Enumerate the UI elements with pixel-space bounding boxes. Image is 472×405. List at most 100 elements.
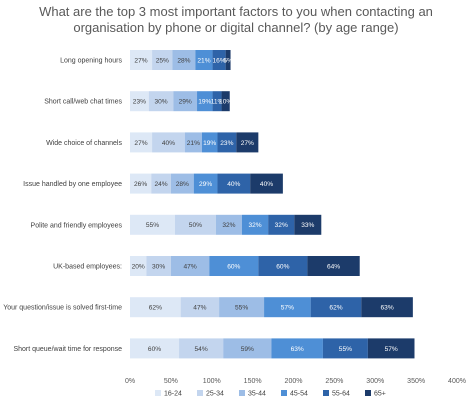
bar-segment-your-question-issue-is-solved-first-time-25-34 (180, 297, 220, 318)
data-label-wide-choice-of-channels-45-54: 19% (203, 140, 216, 147)
data-label-polite-and-friendly-employees-35-44: 32% (222, 222, 235, 229)
category-label-wide-choice-of-channels: Wide choice of channels (46, 140, 122, 147)
data-label-short-queue-wait-time-for-response-35-44: 59% (241, 346, 254, 353)
category-label-long-opening-hours: Long opening hours (60, 58, 122, 65)
legend-swatch-55-64 (323, 390, 329, 396)
bar-segment-long-opening-hours-65 (225, 50, 231, 70)
x-tick-label-0: 0% (125, 378, 135, 385)
bar-segment-short-call-web-chat-times-55-64 (212, 91, 222, 112)
data-label-polite-and-friendly-employees-25-34: 50% (189, 222, 202, 229)
category-label-issue-handled-by-one-employee: Issue handled by one employee (23, 181, 122, 188)
bar-segment-issue-handled-by-one-employee-35-44 (170, 173, 194, 194)
legend-label-65: 65+ (374, 391, 386, 398)
data-label-short-queue-wait-time-for-response-55-64: 55% (339, 346, 352, 353)
category-label-short-queue-wait-time-for-response: Short queue/wait time for response (13, 346, 122, 353)
bar-segment-issue-handled-by-one-employee-45-54 (193, 173, 218, 194)
bar-segment-uk-based-employees-16-24 (130, 256, 147, 276)
bar-segment-long-opening-hours-45-54 (195, 50, 213, 70)
data-label-issue-handled-by-one-employee-25-34: 24% (154, 181, 167, 188)
data-label-wide-choice-of-channels-55-64: 23% (220, 140, 233, 147)
data-label-issue-handled-by-one-employee-35-44: 28% (176, 181, 189, 188)
data-label-your-question-issue-is-solved-first-time-45-54: 57% (281, 305, 294, 312)
x-tick-label-100: 100% (203, 378, 221, 385)
data-label-issue-handled-by-one-employee-45-54: 29% (199, 181, 212, 188)
x-axis: 0% 50% 100% 150% 200% 250% 300% 350% 400% (125, 378, 466, 385)
x-tick-label-300: 300% (366, 378, 384, 385)
bar-segment-short-call-web-chat-times-45-54 (197, 91, 213, 112)
bar-segment-short-call-web-chat-times-16-24 (130, 91, 149, 112)
bar-segment-long-opening-hours-25-34 (152, 50, 173, 70)
bar-segment-long-opening-hours-16-24 (130, 50, 153, 70)
legend-label-55-64: 55-64 (332, 391, 350, 398)
legend-label-16-24: 16-24 (164, 391, 182, 398)
bar-segment-short-queue-wait-time-for-response-35-44 (223, 338, 272, 359)
bar-segment-polite-and-friendly-employees-55-64 (268, 214, 295, 235)
data-label-short-call-web-chat-times-55-64: 11% (211, 99, 224, 106)
data-label-your-question-issue-is-solved-first-time-35-44: 55% (235, 305, 248, 312)
bar-segment-uk-based-employees-35-44 (170, 256, 210, 276)
data-label-short-queue-wait-time-for-response-16-24: 60% (148, 346, 161, 353)
bar-segment-short-call-web-chat-times-35-44 (173, 91, 198, 112)
x-tick-label-350: 350% (407, 378, 425, 385)
data-label-short-call-web-chat-times-16-24: 23% (133, 99, 146, 106)
legend-swatch-45-54 (281, 390, 287, 396)
x-tick-label-250: 250% (325, 378, 343, 385)
data-label-long-opening-hours-55-64: 16% (213, 57, 226, 64)
data-label-short-queue-wait-time-for-response-65: 57% (385, 346, 398, 353)
chart-title-line-1: What are the top 3 most important factor… (39, 4, 433, 19)
bars-layer: Long opening hours 27% 25% 28% 21% 16%6% Short… (3, 50, 415, 359)
bar-segment-issue-handled-by-one-employee-55-64 (217, 173, 251, 194)
bar-segment-wide-choice-of-channels-16-24 (130, 132, 153, 153)
data-label-long-opening-hours-45-54: 21% (197, 57, 210, 64)
category-label-short-call-web-chat-times: Short call/web chat times (44, 99, 122, 106)
bar-segment-wide-choice-of-channels-55-64 (217, 132, 237, 153)
legend-label-35-44: 35-44 (248, 391, 266, 398)
data-label-short-queue-wait-time-for-response-45-54: 63% (291, 346, 304, 353)
bar-segment-uk-based-employees-55-64 (258, 256, 308, 276)
chart-title-line-2: organisation by phone or digital channel… (73, 20, 399, 35)
data-label-wide-choice-of-channels-25-34: 40% (162, 140, 175, 147)
bar-segment-your-question-issue-is-solved-first-time-65 (361, 297, 413, 318)
data-label-short-call-web-chat-times-65: 10% (219, 99, 232, 106)
bar-segment-issue-handled-by-one-employee-25-34 (151, 173, 171, 194)
x-tick-label-50: 50% (164, 378, 178, 385)
legend: 16-24 25-34 35-44 45-54 55-64 65+ (155, 390, 386, 398)
bar-segment-issue-handled-by-one-employee-65 (250, 173, 283, 194)
data-label-short-call-web-chat-times-45-54: 19% (198, 99, 211, 106)
data-label-your-question-issue-is-solved-first-time-16-24: 62% (149, 305, 162, 312)
data-label-short-queue-wait-time-for-response-25-34: 54% (195, 346, 208, 353)
bar-segment-polite-and-friendly-employees-16-24 (130, 214, 175, 235)
bar-segment-short-call-web-chat-times-65 (221, 91, 230, 112)
data-label-polite-and-friendly-employees-55-64: 32% (275, 222, 288, 229)
data-label-polite-and-friendly-employees-45-54: 32% (248, 222, 261, 229)
legend-label-25-34: 25-34 (206, 391, 224, 398)
data-label-uk-based-employees-65: 64% (327, 263, 340, 270)
bar-segment-short-call-web-chat-times-25-34 (148, 91, 174, 112)
bar-segment-wide-choice-of-channels-65 (236, 132, 259, 153)
data-label-long-opening-hours-25-34: 25% (156, 57, 169, 64)
data-label-your-question-issue-is-solved-first-time-55-64: 62% (329, 305, 342, 312)
bar-segment-wide-choice-of-channels-25-34 (152, 132, 185, 153)
x-tick-label-400: 400% (448, 378, 466, 385)
legend-swatch-35-44 (239, 390, 245, 396)
category-label-uk-based-employees: UK-based employees: (53, 264, 122, 271)
data-label-uk-based-employees-25-34: 30% (152, 263, 165, 270)
bar-segment-short-queue-wait-time-for-response-55-64 (322, 338, 368, 359)
category-label-polite-and-friendly-employees: Polite and friendly employees (31, 222, 123, 229)
x-tick-label-200: 200% (285, 378, 303, 385)
data-label-short-call-web-chat-times-25-34: 30% (154, 99, 167, 106)
bar-segment-wide-choice-of-channels-45-54 (201, 132, 218, 153)
bar-segment-long-opening-hours-35-44 (172, 50, 196, 70)
bar-segment-uk-based-employees-25-34 (146, 256, 171, 276)
data-label-issue-handled-by-one-employee-16-24: 26% (134, 181, 147, 188)
data-label-issue-handled-by-one-employee-55-64: 40% (227, 181, 240, 188)
data-label-wide-choice-of-channels-65: 27% (241, 140, 254, 147)
data-label-long-opening-hours-35-44: 28% (177, 57, 190, 64)
bar-segment-wide-choice-of-channels-35-44 (184, 132, 202, 153)
bar-segment-polite-and-friendly-employees-45-54 (241, 214, 269, 235)
data-label-your-question-issue-is-solved-first-time-25-34: 47% (193, 305, 206, 312)
legend-swatch-25-34 (197, 390, 203, 396)
bar-segment-polite-and-friendly-employees-65 (294, 214, 322, 235)
data-label-long-opening-hours-65: 6% (223, 57, 233, 64)
